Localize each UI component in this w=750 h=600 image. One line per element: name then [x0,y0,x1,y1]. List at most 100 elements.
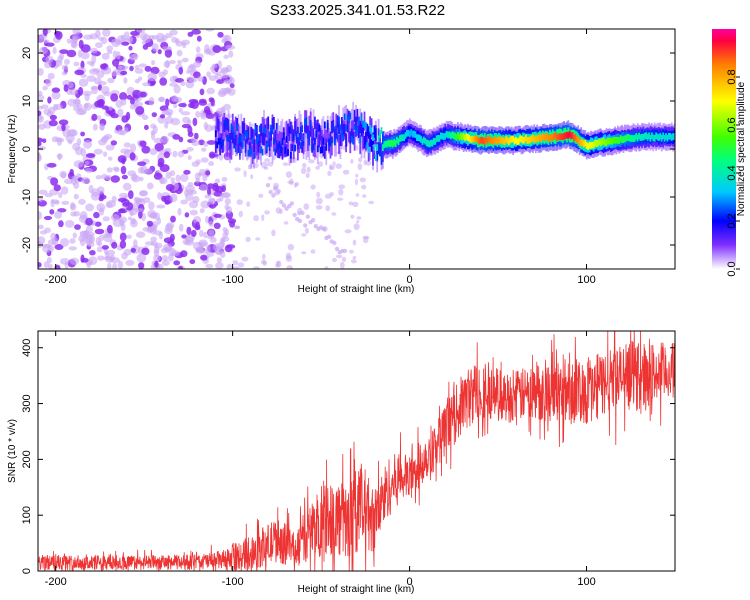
noise-blob [119,232,127,242]
spectrogram-cell [336,122,339,142]
spectrogram-cell [309,124,312,137]
spectrogram-cell [231,130,234,144]
noise-blob [97,255,105,261]
spectrogram-cell [649,135,652,142]
noise-blob [45,55,54,64]
spectrogram-cell [288,128,291,141]
noise-blob [38,262,42,268]
spectrogram-cell [261,132,264,145]
spectrogram-cell [278,145,281,159]
spectrogram-cell [227,119,230,132]
noise-blob [327,170,332,177]
noise-blob [157,157,165,166]
spectrogram-cell [302,134,305,142]
noise-blob [222,227,228,233]
noise-blob [111,38,121,48]
noise-blob [54,211,63,219]
noise-blob [101,105,109,110]
colorbar: 0.0 0.2 0.4 0.6 0.8 Normalized spectral ampl… [712,29,747,277]
noise-blob [326,234,332,239]
noise-blob [126,234,132,239]
x-tick-label: -100 [222,576,244,588]
noise-blob [70,202,75,210]
spectrogram-cell [217,118,220,131]
spectrogram-cell [631,135,633,142]
noise-blob [68,246,78,251]
noise-blob [157,96,166,103]
y-tick-label: 0 [21,568,33,574]
noise-blob [300,210,305,216]
spectrogram-cell [479,137,482,144]
noise-blob [177,207,182,216]
snr-y-label: SNR (10 * v/v) [7,419,18,483]
spectrogram-cell [359,134,362,155]
noise-blob [83,34,93,40]
noise-blob [318,161,323,167]
noise-blob [223,54,229,59]
noise-blob [100,63,107,70]
noise-blob [282,162,289,166]
noise-blob [222,192,231,199]
noise-blob [178,136,184,143]
spectrogram-cell [379,131,381,138]
noise-blob [47,96,52,104]
colorbar-label: Normalized spectral amplitude [736,81,747,216]
noise-blob [200,157,209,163]
spectrogram-cell [282,138,285,158]
spectrogram-cell [278,141,281,148]
spectrogram-cell [660,134,663,142]
spectrogram-cell [297,126,299,134]
spectrogram-cell [666,134,669,142]
spectrogram-cell [338,121,340,134]
noise-blob [241,256,249,262]
noise-blob [126,94,133,100]
noise-blob [123,248,132,256]
spectrogram-cell [229,133,231,146]
noise-blob [264,210,270,215]
noise-blob [111,71,118,77]
noise-blob [339,261,345,269]
spectrogram-cell [534,135,537,142]
noise-blob [142,82,151,87]
spectrogram-cell [325,143,328,151]
spectrogram-cell [457,131,459,139]
noise-blob [70,211,77,217]
spectrogram-cell [292,133,295,141]
noise-blob [49,209,55,215]
spectrogram-cell [309,120,312,127]
spectrogram-cell [669,132,672,140]
spectrogram-cell [295,133,298,140]
noise-blob [201,147,207,152]
noise-blob [157,192,162,200]
noise-blob [107,224,113,234]
noise-blob [287,244,295,251]
spectrogram-cell [236,124,238,131]
y-tick-label: 20 [21,47,33,59]
spectrogram-cell [304,120,306,133]
noise-blob [289,178,294,186]
spectrogram-cell [325,138,328,165]
noise-blob [70,39,77,48]
spectrogram-cell [292,140,295,160]
spectrogram-cell [411,130,414,138]
noise-blob [338,184,346,189]
noise-blob [217,31,224,38]
spectrogram-cell [271,118,274,131]
spectrogram-cell [635,133,638,140]
noise-blob [106,50,113,55]
spectrogram-cell [223,125,226,153]
spectrogram-cell [316,128,319,148]
spectrogram-cell [573,134,575,142]
noise-blob [103,234,113,243]
noise-blob [159,114,166,119]
noise-blob [353,223,360,231]
noise-blob [64,58,70,65]
spectrogram-cell [274,129,277,143]
spectrogram-cell [336,115,339,128]
spectrogram-cell [294,121,296,134]
spectrogram-cell [437,134,439,142]
noise-blob [178,265,183,269]
noise-blob [111,241,118,249]
spectrogram-cell [278,131,281,151]
noise-blob [148,96,155,106]
